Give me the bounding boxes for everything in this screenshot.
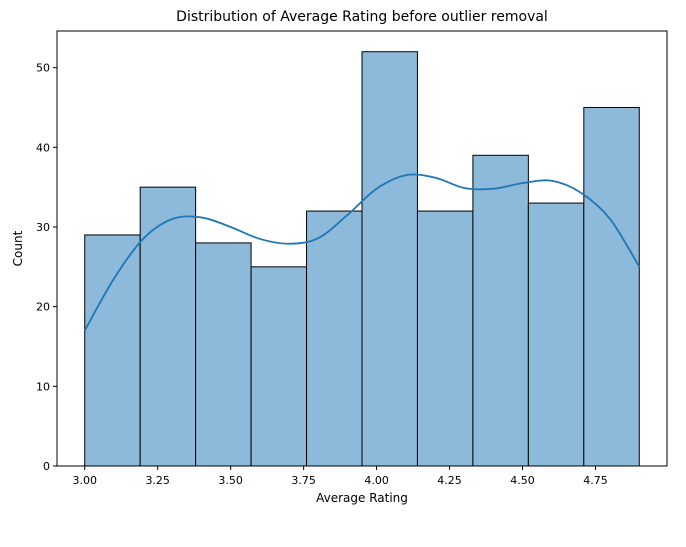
bars-group — [84, 51, 640, 467]
chart-title: Distribution of Average Rating before ou… — [176, 9, 548, 25]
histogram-bar — [361, 51, 418, 467]
histogram-bar — [84, 234, 141, 467]
x-tick-label: 4.00 — [364, 474, 389, 487]
x-tick-label: 3.75 — [291, 474, 316, 487]
histogram-bar — [250, 266, 308, 467]
kde-curve — [83, 173, 641, 332]
y-axis: 0 10 20 30 40 50 — [36, 62, 57, 473]
x-tick-label: 3.25 — [145, 474, 170, 487]
histogram-bar — [416, 210, 474, 467]
x-tick-label: 3.50 — [218, 474, 243, 487]
x-tick-label: 3.00 — [72, 474, 97, 487]
y-tick-label: 20 — [36, 301, 50, 314]
histogram-bar — [583, 106, 640, 467]
histogram-bar — [472, 154, 529, 467]
y-tick-label: 30 — [36, 221, 50, 234]
histogram-bar — [527, 202, 585, 467]
x-axis-label: Average Rating — [316, 491, 408, 505]
x-tick-label: 4.25 — [437, 474, 462, 487]
x-tick-label: 4.50 — [510, 474, 535, 487]
histogram-bar — [139, 186, 197, 467]
histogram-bar — [306, 210, 363, 467]
y-tick-label: 10 — [36, 380, 50, 393]
plot-frame — [56, 30, 668, 467]
y-tick-label: 0 — [43, 460, 50, 473]
x-axis: 3.00 3.25 3.50 3.75 4.00 4.25 4.50 4.75 — [72, 466, 608, 487]
y-axis-label: Count — [11, 230, 25, 266]
y-tick-label: 50 — [36, 62, 50, 75]
x-tick-label: 4.75 — [583, 474, 608, 487]
histogram-bar — [195, 242, 252, 467]
y-tick-label: 40 — [36, 141, 50, 154]
